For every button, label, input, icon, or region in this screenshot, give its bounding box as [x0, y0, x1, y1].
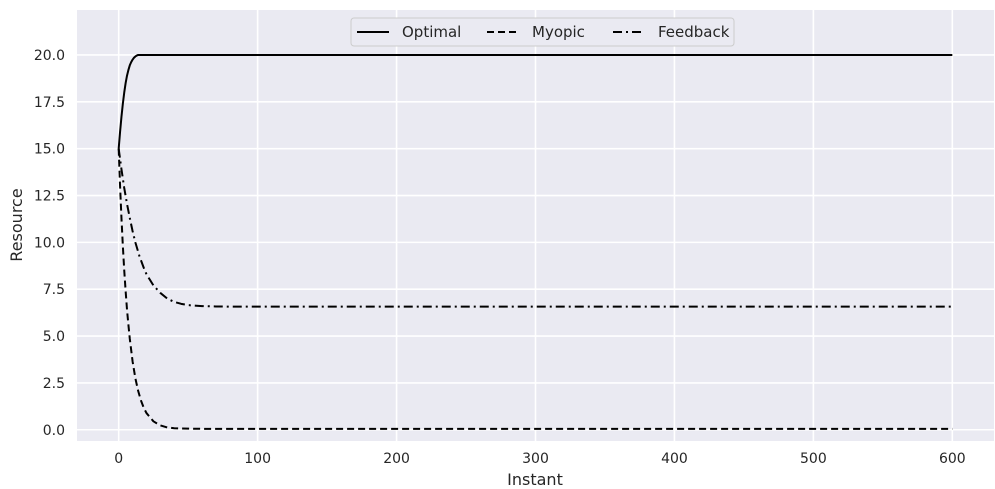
x-tick-label: 0: [114, 451, 123, 467]
y-tick-label: 7.5: [43, 282, 65, 298]
legend-box: [350, 17, 735, 47]
series-line-optimal: [117, 53, 953, 149]
y-tick-labels: 0.0 2.5 5.0 7.5 10.0 12.5 15.0 17.5 20.0: [34, 48, 65, 439]
x-tick-labels: 0 100 200 300 400 500 600: [114, 451, 965, 467]
y-tick-label: 0.0: [43, 423, 65, 439]
x-tick-label: 600: [939, 451, 966, 467]
series-layer: [117, 53, 953, 430]
y-tick-label: 15.0: [34, 142, 65, 158]
x-tick-label: 400: [661, 451, 688, 467]
y-tick-label: 12.5: [34, 189, 65, 205]
legend-label-optimal: Optimal: [402, 23, 461, 41]
x-tick-label: 300: [522, 451, 549, 467]
legend-label-feedback: Feedback: [658, 23, 730, 41]
y-tick-label: 2.5: [43, 376, 65, 392]
y-tick-label: 10.0: [34, 235, 65, 251]
y-tick-label: 5.0: [43, 329, 65, 345]
x-tick-label: 100: [244, 451, 271, 467]
series-line-myopic: [117, 148, 953, 430]
x-tick-label: 200: [383, 451, 410, 467]
y-tick-label: 20.0: [34, 48, 65, 64]
x-tick-label: 500: [800, 451, 827, 467]
series-line-feedback: [117, 148, 953, 308]
legend-label-myopic: Myopic: [532, 23, 585, 41]
x-axis-label: Instant: [507, 470, 563, 489]
y-tick-label: 17.5: [34, 95, 65, 111]
legend: Optimal Myopic Feedback: [350, 17, 735, 47]
y-axis-label: Resource: [7, 188, 26, 261]
